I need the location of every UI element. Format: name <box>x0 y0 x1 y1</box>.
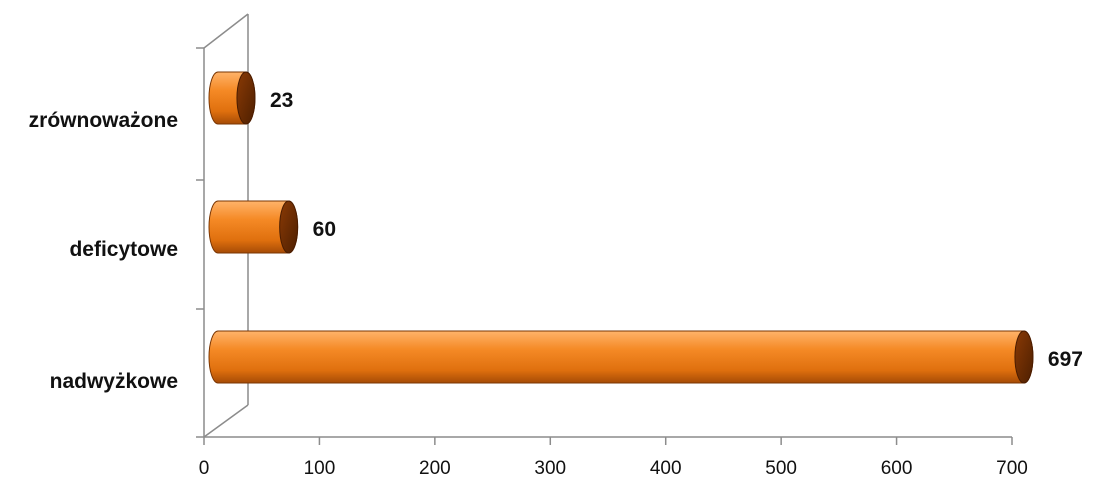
x-tick-label: 100 <box>304 458 336 479</box>
bar-end-cap <box>279 200 299 254</box>
x-tick-label: 400 <box>650 458 682 479</box>
x-tick-label: 600 <box>881 458 913 479</box>
bar <box>208 330 1034 384</box>
data-label: 23 <box>270 89 293 112</box>
floor-depth-edge <box>203 404 249 438</box>
labels: 0 100 200 300 400 500 600 700 zrównoważone 23 defi… <box>29 89 1083 479</box>
bar-end-cap <box>1014 330 1034 384</box>
data-label: 60 <box>313 218 336 241</box>
x-tick-label: 300 <box>534 458 566 479</box>
x-tick-label: 200 <box>419 458 451 479</box>
x-tick-label: 0 <box>199 458 210 479</box>
data-label: 697 <box>1048 348 1083 371</box>
category-label: zrównoważone <box>29 109 178 132</box>
bar-end-cap <box>236 71 256 125</box>
x-tick-label: 700 <box>996 458 1028 479</box>
category-label: nadwyżkowe <box>50 370 178 393</box>
wall-top-edge <box>203 13 249 49</box>
x-tick-label: 500 <box>765 458 797 479</box>
bars <box>208 71 1034 384</box>
category-label: deficytowe <box>69 238 178 261</box>
